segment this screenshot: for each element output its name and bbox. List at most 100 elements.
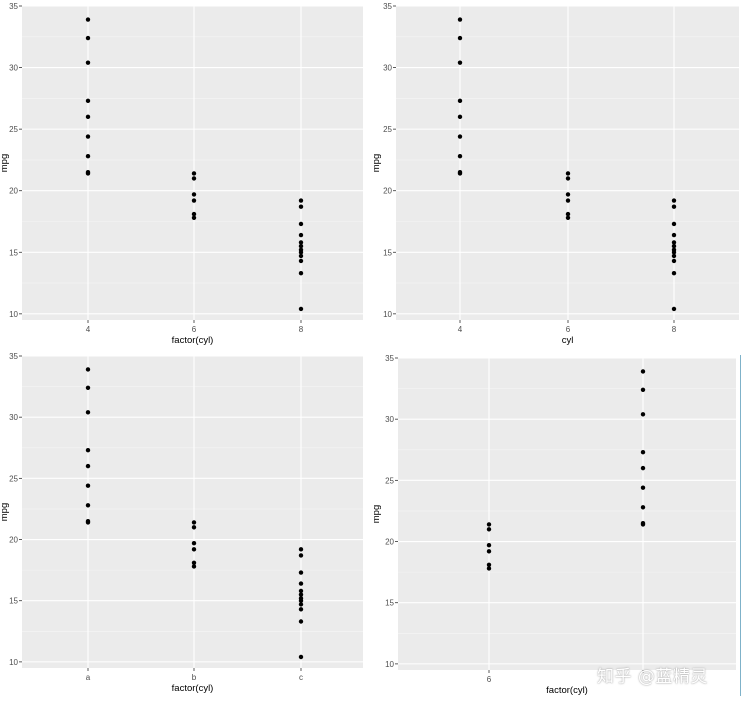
data-point <box>191 211 197 217</box>
data-point <box>298 253 304 259</box>
data-point <box>457 35 463 41</box>
data-point <box>191 215 197 220</box>
data-point <box>191 171 197 176</box>
data-point <box>486 562 492 567</box>
data-point <box>191 564 197 569</box>
data-point <box>85 114 91 120</box>
watermark: 知乎 @蓝精灵 <box>597 667 708 687</box>
data-point <box>298 198 304 203</box>
x-axis-title: factor(cyl) <box>172 683 214 694</box>
data-point <box>85 60 91 65</box>
data-point <box>298 598 304 603</box>
data-point <box>298 570 304 575</box>
data-point <box>457 154 463 159</box>
divider-line <box>740 355 741 696</box>
data-point <box>298 243 304 249</box>
x-axis-title: factor(cyl) <box>172 335 214 346</box>
data-point <box>565 176 571 181</box>
y-tick-label: 35 <box>9 352 18 361</box>
data-point <box>640 387 646 393</box>
data-point <box>486 543 492 548</box>
data-point <box>85 385 91 391</box>
plot-panel-bottom-right: 10 15 20 25 30 35 6 factor(cyl) mpg <box>371 352 744 705</box>
y-tick-label: 20 <box>385 538 394 547</box>
y-tick-label: 15 <box>385 599 394 608</box>
data-point <box>191 547 197 552</box>
data-point <box>85 448 91 453</box>
data-point <box>298 547 304 552</box>
data-point <box>298 619 304 624</box>
scatter-chart: 10 15 20 25 30 35 4 6 8 factor(cyl) mpg <box>0 2 363 346</box>
data-point <box>565 211 571 217</box>
y-tick-label: 15 <box>9 248 18 257</box>
y-tick-label: 10 <box>383 310 392 319</box>
y-axis-title: mpg <box>371 154 382 172</box>
data-point <box>85 98 91 104</box>
y-tick-label: 25 <box>9 125 18 134</box>
plot-panel-top-left: 10 15 20 25 30 35 4 6 8 factor(cyl) mpg <box>0 0 372 350</box>
y-tick-label: 15 <box>9 597 18 606</box>
x-axis-title: cyl <box>562 335 574 346</box>
data-point <box>85 154 91 159</box>
y-tick-label: 30 <box>9 64 18 73</box>
data-point <box>191 520 197 525</box>
data-point <box>486 549 492 554</box>
data-point <box>85 410 91 415</box>
data-point <box>486 566 492 571</box>
y-axis-title: mpg <box>0 503 10 521</box>
data-point <box>298 588 304 594</box>
data-point <box>85 134 91 139</box>
data-point <box>671 243 677 249</box>
data-point <box>565 171 571 176</box>
data-point <box>85 463 91 469</box>
data-point <box>298 250 304 255</box>
data-point <box>298 232 304 238</box>
x-tick-label: 4 <box>86 325 91 334</box>
y-tick-label: 35 <box>385 354 394 363</box>
x-tick-label: 8 <box>672 325 677 334</box>
data-point <box>671 198 677 203</box>
data-point <box>298 553 304 558</box>
plot-background <box>22 6 363 320</box>
y-tick-label: 25 <box>385 476 394 485</box>
data-point <box>671 250 677 255</box>
data-point <box>671 232 677 238</box>
data-point <box>640 485 646 490</box>
y-axis-title: mpg <box>0 154 10 172</box>
y-axis-title: mpg <box>371 505 382 523</box>
data-point <box>85 171 91 176</box>
data-point <box>457 171 463 176</box>
data-point <box>671 258 677 264</box>
data-point <box>457 134 463 139</box>
data-point <box>565 192 571 197</box>
y-tick-label: 20 <box>9 187 18 196</box>
data-point <box>640 412 646 417</box>
data-point <box>565 198 571 203</box>
scatter-chart: 10 15 20 25 30 35 6 factor(cyl) mpg <box>371 354 736 696</box>
data-point <box>486 527 492 532</box>
y-tick-label: 30 <box>383 64 392 73</box>
data-point <box>457 98 463 104</box>
data-point <box>298 607 304 612</box>
data-point <box>298 271 304 276</box>
data-point <box>85 17 91 22</box>
data-point <box>640 505 646 510</box>
plot-panel-top-right: 10 15 20 25 30 35 4 6 8 cyl mpg <box>371 0 744 350</box>
x-tick-label: c <box>299 673 303 682</box>
y-tick-label: 25 <box>383 125 392 134</box>
data-point <box>457 114 463 120</box>
data-point <box>671 240 677 245</box>
x-tick-label: 4 <box>458 325 463 334</box>
data-point <box>671 221 677 227</box>
y-tick-label: 35 <box>383 2 392 11</box>
data-point <box>671 204 677 209</box>
data-point <box>85 35 91 41</box>
y-tick-label: 35 <box>9 2 18 11</box>
plot-background <box>398 358 736 670</box>
data-point <box>640 522 646 527</box>
plot-background <box>22 356 363 668</box>
y-tick-label: 30 <box>9 413 18 422</box>
data-point <box>671 253 677 259</box>
data-point <box>191 525 197 530</box>
data-point <box>191 192 197 197</box>
